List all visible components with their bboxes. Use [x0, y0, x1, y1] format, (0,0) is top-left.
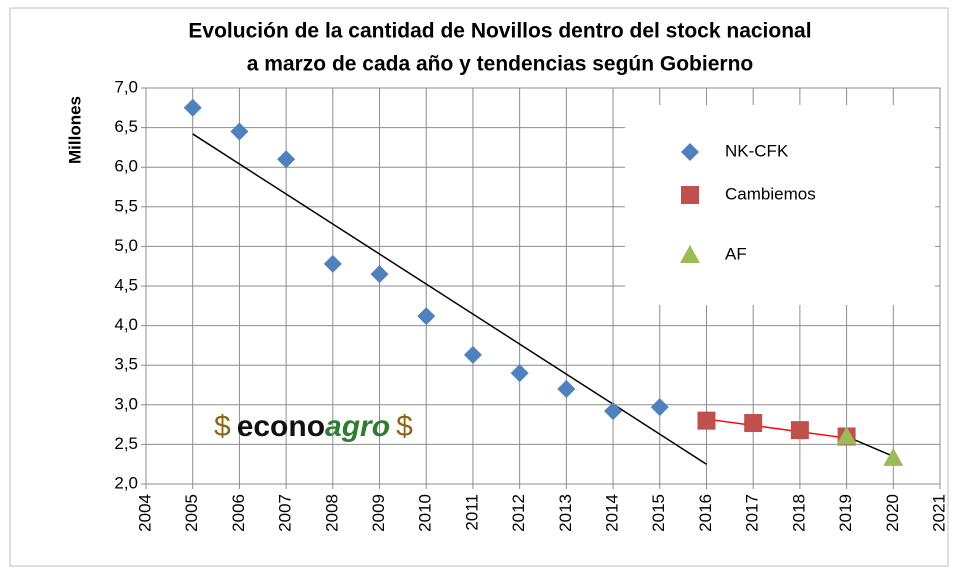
y-tick-label: 4,0: [114, 315, 138, 334]
x-tick-label: 2009: [369, 494, 388, 532]
point: [417, 307, 436, 326]
point: [883, 447, 904, 466]
trend-line: [192, 133, 707, 465]
plot-border: [145, 87, 941, 485]
legend-label: AF: [725, 244, 747, 263]
x-tick-label: 2004: [135, 494, 154, 532]
y-tick-label: 4,5: [114, 275, 138, 294]
watermark: $ econoagro $: [214, 410, 413, 443]
x-tick-label: 2017: [743, 494, 762, 532]
point: [650, 398, 669, 417]
point: [697, 411, 716, 430]
x-tick-label: 2011: [462, 494, 481, 531]
point: [604, 402, 623, 421]
watermark-part: $: [214, 410, 231, 443]
point: [836, 426, 857, 445]
point: [370, 265, 389, 284]
x-tick-label: 2006: [229, 494, 248, 532]
y-tick-label: 2,0: [114, 473, 138, 492]
watermark-part: econo: [237, 410, 325, 443]
point: [230, 122, 249, 141]
y-tick-label: 3,5: [114, 355, 138, 374]
chart-title: a marzo de cada año y tendencias según G…: [247, 53, 753, 76]
point: [323, 254, 342, 273]
point: [463, 345, 482, 364]
x-tick-label: 2013: [556, 494, 575, 532]
x-tick-label: 2020: [883, 494, 902, 532]
point: [183, 98, 202, 117]
x-tick-label: 2007: [276, 494, 295, 532]
legend-marker: [681, 186, 699, 204]
y-tick-label: 6,0: [114, 157, 138, 176]
legend: [625, 105, 935, 305]
legend-label: Cambiemos: [725, 184, 816, 203]
point: [790, 421, 809, 440]
y-tick-label: 5,5: [114, 196, 138, 215]
x-tick-label: 2012: [509, 494, 528, 532]
point: [277, 150, 296, 169]
chart-title: Evolución de la cantidad de Novillos den…: [188, 20, 811, 43]
x-tick-label: 2019: [836, 494, 855, 532]
legend-label: NK-CFK: [725, 141, 789, 160]
point: [557, 379, 576, 398]
y-tick-label: 6,5: [114, 117, 138, 136]
legend-marker: [680, 245, 700, 263]
x-tick-label: 2005: [182, 494, 201, 532]
x-tick-label: 2015: [649, 494, 668, 532]
y-tick-label: 2,5: [114, 434, 138, 453]
x-tick-label: 2008: [322, 494, 341, 532]
y-tick-label: 7,0: [114, 77, 138, 96]
point: [744, 414, 763, 433]
watermark-part: agro: [325, 410, 390, 443]
x-tick-label: 2014: [603, 494, 622, 532]
y-axis-label: Millones: [65, 96, 84, 164]
x-tick-label: 2018: [789, 494, 808, 532]
x-tick-label: 2021: [929, 494, 948, 532]
watermark-part: $: [396, 410, 413, 443]
legend-marker: [681, 143, 699, 161]
y-tick-label: 5,0: [114, 236, 138, 255]
y-tick-label: 3,0: [114, 394, 138, 413]
point: [510, 364, 529, 383]
x-tick-label: 2016: [696, 494, 715, 532]
trend-line: [706, 418, 847, 439]
x-tick-label: 2010: [416, 494, 435, 532]
